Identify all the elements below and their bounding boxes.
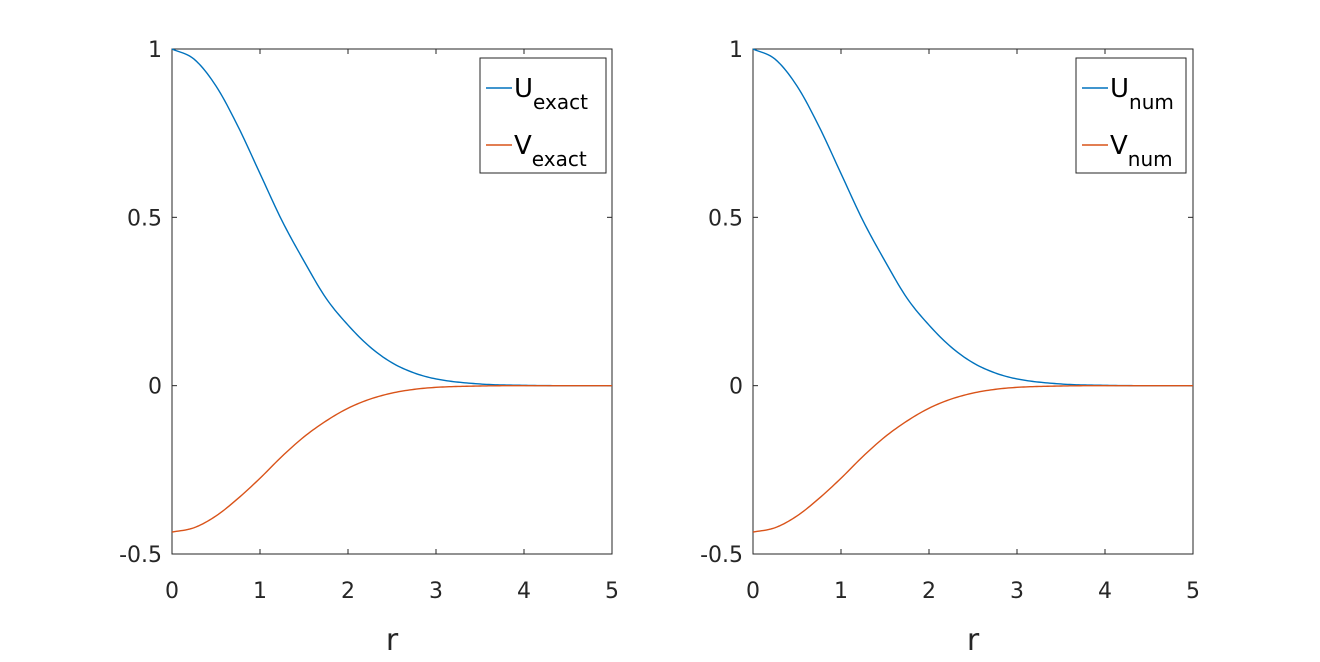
x-tick-label: 0 <box>746 579 760 604</box>
x-tick-label: 4 <box>1098 579 1112 604</box>
y-tick-label: 0.5 <box>708 206 743 231</box>
x-tick-label: 1 <box>253 579 267 604</box>
series-line-v-num <box>752 384 1193 533</box>
y-tick-label: 1 <box>729 38 743 63</box>
x-tick-label: 0 <box>165 579 179 604</box>
x-tick-label: 2 <box>922 579 936 604</box>
legend-entry-main: V <box>1110 131 1128 161</box>
x-tick-label: 3 <box>429 579 443 604</box>
y-tick-label: -0.5 <box>119 543 162 568</box>
x-tick-label: 2 <box>341 579 355 604</box>
series-line-v-exact <box>171 384 612 533</box>
y-tick-label: 0 <box>729 375 743 400</box>
x-axis-label: r <box>967 623 980 658</box>
legend-entry-subscript: exact <box>533 90 588 114</box>
legend-entry: Unum <box>1110 74 1174 114</box>
x-axis-label: r <box>386 623 399 658</box>
legend-entry-main: U <box>1110 74 1129 104</box>
legend-box <box>1075 57 1187 174</box>
legend-entry: Vnum <box>1110 131 1173 171</box>
y-tick-label: 0.5 <box>127 206 162 231</box>
legend-entry-subscript: num <box>1129 90 1174 114</box>
y-tick-label: 0 <box>148 375 162 400</box>
legend-entry-subscript: exact <box>532 147 587 171</box>
y-tick-label: 1 <box>148 38 162 63</box>
x-tick-label: 3 <box>1010 579 1024 604</box>
legend-entry-main: U <box>514 74 533 104</box>
legend-entry: Uexact <box>514 74 588 114</box>
y-tick-label: -0.5 <box>700 543 743 568</box>
legend-entry: Vexact <box>514 131 587 171</box>
x-tick-label: 4 <box>517 579 531 604</box>
legend-entry-subscript: num <box>1128 147 1173 171</box>
x-tick-label: 1 <box>834 579 848 604</box>
x-tick-label: 5 <box>1186 579 1200 604</box>
legend-entry-main: V <box>514 131 532 161</box>
legend-box <box>479 57 607 174</box>
x-tick-label: 5 <box>605 579 619 604</box>
